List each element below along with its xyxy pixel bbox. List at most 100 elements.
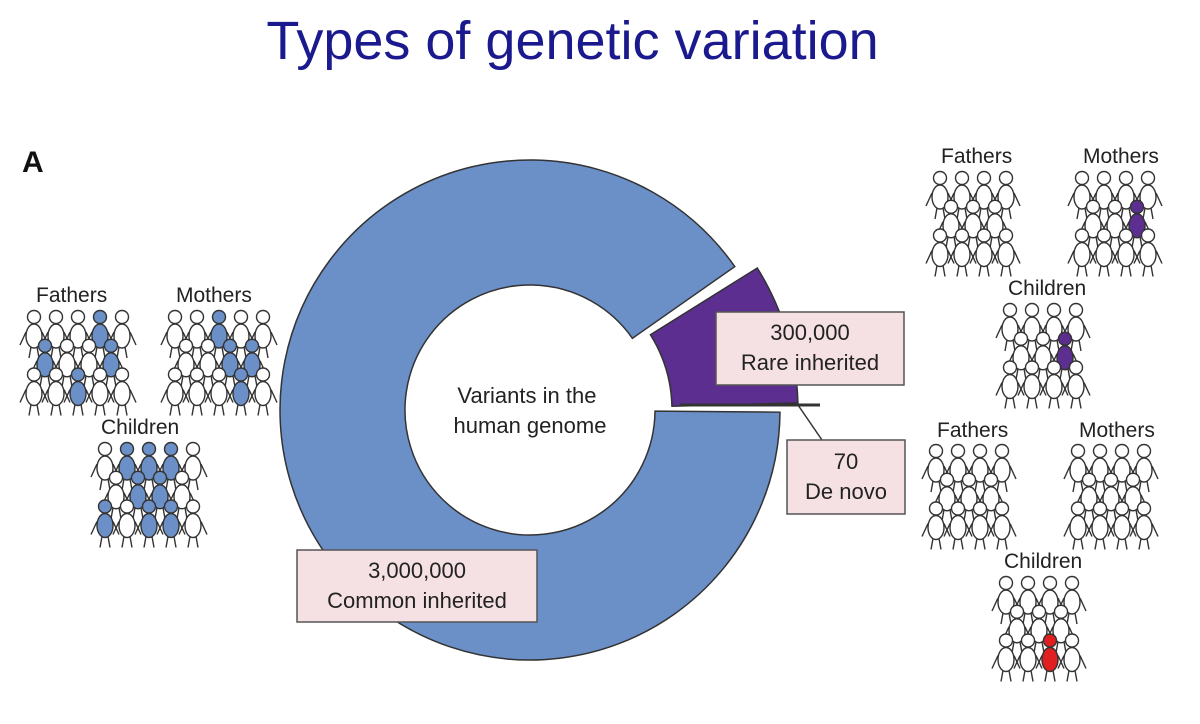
person-figure <box>1057 633 1087 682</box>
person-figure <box>1035 633 1065 682</box>
common-children-label: Children <box>101 416 179 439</box>
person-figure <box>134 499 164 548</box>
rare-inherited-label: Rare inherited <box>741 350 879 375</box>
person-figure <box>1085 501 1115 550</box>
person-figure <box>63 309 93 359</box>
person-figure <box>1133 228 1163 277</box>
person-figure <box>1063 501 1093 550</box>
person-figure <box>1057 575 1087 625</box>
person-figure <box>1078 199 1108 248</box>
denovo-mothers-label: Mothers <box>1079 419 1155 442</box>
person-figure <box>182 367 212 416</box>
common-inherited-label-box: 3,000,000 Common inherited <box>296 549 538 623</box>
person-figure <box>1061 360 1091 409</box>
person-figure <box>160 367 190 416</box>
person-figure <box>947 170 977 220</box>
panel-letter: A <box>22 146 44 179</box>
center-label-line-2: human genome <box>454 413 607 438</box>
person-figure <box>1061 302 1091 352</box>
denovo-fathers-crowd <box>921 443 1017 550</box>
person-figure <box>63 367 93 416</box>
person-figure <box>1028 331 1058 380</box>
rare-fathers-crowd <box>925 170 1021 277</box>
person-figure <box>987 501 1017 550</box>
person-figure <box>19 367 49 416</box>
person-figure <box>204 367 234 416</box>
person-figure <box>41 309 71 359</box>
person-figure <box>995 360 1025 409</box>
person-figure <box>1089 228 1119 277</box>
person-figure <box>1089 170 1119 220</box>
common-children-crowd <box>90 441 208 548</box>
person-figure <box>182 309 212 359</box>
person-figure <box>226 309 256 359</box>
person-figure <box>995 302 1025 352</box>
person-figure <box>1133 170 1163 220</box>
person-figure <box>980 199 1010 248</box>
denovo-children-label: Children <box>1004 550 1082 573</box>
common-fathers-label: Fathers <box>36 284 107 307</box>
person-figure <box>1067 228 1097 277</box>
person-figure <box>1111 170 1141 220</box>
person-figure <box>1118 472 1148 521</box>
common-inherited-label: Common inherited <box>327 588 507 613</box>
rare-mothers-crowd <box>1067 170 1163 277</box>
common-mothers-label: Mothers <box>176 284 252 307</box>
person-figure <box>1067 170 1097 220</box>
person-figure <box>156 441 186 491</box>
common-inherited-segment <box>279 159 781 661</box>
person-figure <box>1046 604 1076 653</box>
person-figure <box>932 472 962 521</box>
diagram-title: Types of genetic variation <box>266 11 879 71</box>
person-figure <box>96 338 126 387</box>
person-figure <box>1006 331 1036 380</box>
denovo-fathers-label: Fathers <box>937 419 1008 442</box>
denovo-mothers-crowd <box>1063 443 1159 550</box>
person-figure <box>1039 360 1069 409</box>
person-figure <box>921 501 951 550</box>
common-mothers-crowd <box>160 309 278 416</box>
person-figure <box>991 633 1021 682</box>
person-figure <box>74 338 104 387</box>
person-figure <box>90 441 120 491</box>
person-figure <box>1129 501 1159 550</box>
person-figure <box>226 367 256 416</box>
person-figure <box>215 338 245 387</box>
person-figure <box>976 472 1006 521</box>
person-figure <box>1085 443 1115 493</box>
rare-mothers-label: Mothers <box>1083 145 1159 168</box>
person-figure <box>965 443 995 493</box>
person-figure <box>943 501 973 550</box>
person-figure <box>171 338 201 387</box>
person-figure <box>1063 443 1093 493</box>
person-figure <box>965 501 995 550</box>
common-fathers-crowd <box>19 309 137 416</box>
de-novo-leader-line <box>797 404 823 441</box>
person-figure <box>19 309 49 359</box>
person-figure <box>936 199 966 248</box>
person-figure <box>1013 633 1043 682</box>
person-figure <box>167 470 197 519</box>
person-figure <box>1013 575 1043 625</box>
person-figure <box>112 499 142 548</box>
person-figure <box>958 199 988 248</box>
person-figure <box>969 228 999 277</box>
person-figure <box>237 338 267 387</box>
rare-fathers-label: Fathers <box>941 145 1012 168</box>
person-figure <box>991 170 1021 220</box>
person-figure <box>204 309 234 359</box>
person-figure <box>123 470 153 519</box>
rare-inherited-label-box: 300,000 Rare inherited <box>715 311 905 386</box>
person-figure <box>1100 199 1130 248</box>
person-figure <box>1050 331 1080 380</box>
person-figure <box>1096 472 1126 521</box>
person-figure <box>921 443 951 493</box>
person-figure <box>991 575 1021 625</box>
person-figure <box>112 441 142 491</box>
person-figure <box>178 499 208 548</box>
de-novo-label: De novo <box>805 479 887 504</box>
person-figure <box>248 367 278 416</box>
person-figure <box>991 228 1021 277</box>
person-figure <box>41 367 71 416</box>
